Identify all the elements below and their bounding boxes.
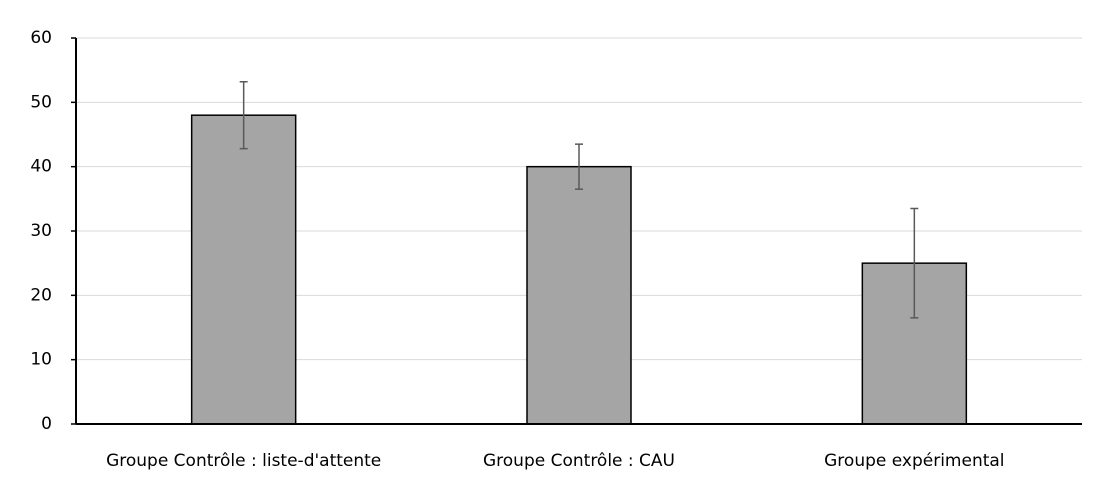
bar [190,114,297,425]
x-tick-label: Groupe expérimental [824,451,1004,471]
y-tick-label: 10 [30,350,52,370]
y-tick-label: 60 [30,28,52,48]
error-bar [910,207,919,319]
x-tick-label: Groupe Contrôle : liste-d'attente [106,451,381,471]
x-tick-label: Groupe Contrôle : CAU [483,451,675,471]
error-bar [239,80,248,150]
bar [861,262,968,425]
y-tick-label: 30 [30,221,52,241]
y-tick-label: 50 [30,92,52,112]
y-tick-label: 0 [41,414,52,434]
y-tick-label: 20 [30,285,52,305]
error-bar [575,143,583,190]
bar [526,165,632,425]
y-tick-label: 40 [30,157,52,177]
